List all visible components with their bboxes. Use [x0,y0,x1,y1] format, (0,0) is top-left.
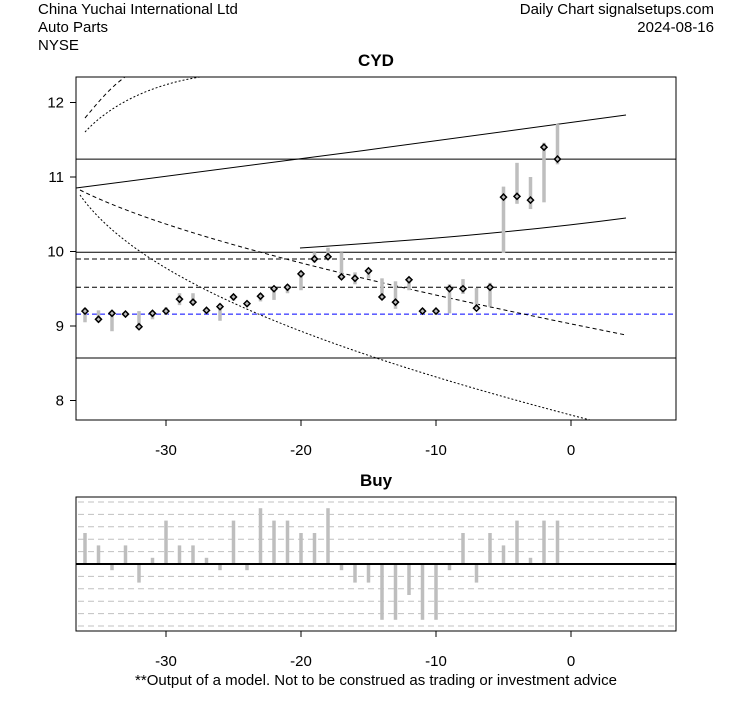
sector: Auto Parts [38,19,109,36]
model-curves [75,76,627,421]
buy-plot-frame [75,496,677,632]
x-tick-label: 0 [567,442,575,459]
candles [80,124,562,332]
close-marker [94,315,103,324]
close-marker [553,155,562,164]
close-marker [296,269,306,278]
close-marker [350,274,360,283]
x-tick-label: -20 [290,653,312,670]
close-marker [431,307,441,316]
close-marker [202,306,211,315]
close-marker [310,254,319,264]
close-marker [121,310,130,319]
close-marker [242,299,252,308]
buy-x-axis: -30 -20 -10 0 [155,631,575,670]
chart-date: 2024-08-16 [637,19,714,36]
close-marker [148,309,157,318]
buy-bars [83,508,560,620]
close-marker [404,275,414,284]
close-marker [229,292,238,302]
close-marker [499,193,508,202]
close-marker [377,292,387,302]
x-tick-label: -30 [155,653,177,670]
close-marker [445,284,454,293]
close-marker [512,192,522,201]
x-tick-label: -10 [425,653,447,670]
y-tick-label: 9 [56,318,64,335]
close-marker [391,298,400,307]
price-y-axis: 8 9 10 11 12 [47,95,76,410]
close-marker [418,307,427,316]
header-right: Daily Chart signalsetups.com 2024-08-16 [520,1,714,37]
close-marker [458,284,468,293]
y-tick-label: 12 [47,95,64,112]
close-marker [80,307,90,316]
close-marker [256,292,265,301]
close-marker [175,295,184,304]
lower-dotted-curve [79,194,591,421]
upper-dashed-curve [84,76,126,119]
close-marker [485,283,495,292]
close-marker [161,307,171,316]
close-marker [269,284,279,293]
close-marker [323,252,333,261]
exchange: NYSE [38,37,79,54]
header-left: China Yuchai International Ltd Auto Part… [38,1,238,55]
close-marker [188,298,198,307]
lower-dashed-curve [79,189,627,336]
close-marker [539,143,549,152]
buy-chart-title: Buy [360,471,393,490]
close-marker [337,272,346,281]
x-tick-label: -10 [425,442,447,459]
close-marker [215,302,225,311]
upper-band-curve [75,114,627,189]
y-tick-label: 10 [47,244,64,261]
upper-dotted-curve [84,76,201,133]
x-tick-label: -30 [155,442,177,459]
close-marker [134,322,144,331]
chart-source: Daily Chart signalsetups.com [519,1,714,18]
price-chart-title: CYD [358,51,394,70]
y-tick-label: 8 [56,393,64,410]
x-tick-label: 0 [567,653,575,670]
x-tick-label: -20 [290,442,312,459]
level-lines [76,158,676,359]
close-marker [526,196,535,205]
close-marker [364,266,373,275]
price-plot-frame [75,76,677,421]
close-marker [283,283,292,292]
price-x-axis: -30 -20 -10 0 [155,420,575,459]
close-marker [107,309,117,318]
y-tick-label: 11 [48,169,64,186]
close-marker [472,304,481,313]
company-name: China Yuchai International Ltd [38,1,238,18]
disclaimer: **Output of a model. Not to be construed… [135,672,617,689]
mid-band-curve [299,217,627,249]
